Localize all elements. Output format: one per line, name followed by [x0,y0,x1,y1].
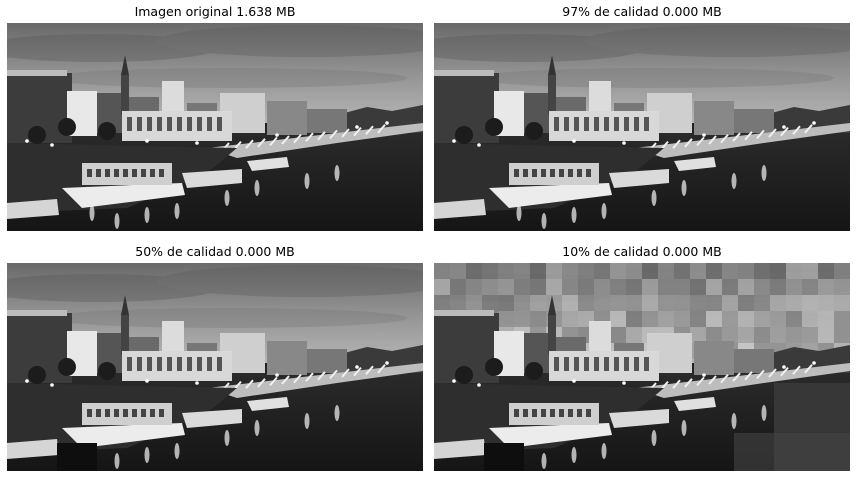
harbor-scene [7,23,423,231]
water-reflections [89,165,340,229]
cloud-layer [7,265,423,328]
harbor-photo-quality-50 [7,263,423,471]
city-lights [25,361,389,387]
boats [434,157,716,219]
cloud-layer [7,25,423,88]
panel-title: Imagen original 1.638 MB [134,4,296,19]
harbor-photo-quality-10 [434,263,850,471]
harbor-photo-original [7,23,423,231]
panel-quality-10: 10% de calidad 0.000 MB [434,244,850,471]
panel-title: 10% de calidad 0.000 MB [562,244,722,259]
panel-quality-97: 97% de calidad 0.000 MB [434,4,850,231]
boats [434,397,716,459]
city-skyline [7,55,423,213]
harbor-scene [7,263,423,471]
boats [7,157,289,219]
city-lights [452,121,816,147]
harbor-scene [434,23,850,231]
panel-title: 97% de calidad 0.000 MB [562,4,722,19]
edge-noise [57,443,97,471]
cloud-layer [434,25,850,88]
harbor-photo-quality-97 [434,23,850,231]
city-skyline [7,295,423,453]
panel-original: Imagen original 1.638 MB [7,4,423,231]
boats [7,397,289,459]
water-reflections [516,405,767,469]
panel-title: 50% de calidad 0.000 MB [135,244,295,259]
edge-noise [484,443,524,471]
panel-quality-50: 50% de calidad 0.000 MB [7,244,423,471]
harbor-scene [434,263,850,471]
water-reflections [516,165,767,229]
city-lights [452,361,816,387]
city-lights [25,121,389,147]
